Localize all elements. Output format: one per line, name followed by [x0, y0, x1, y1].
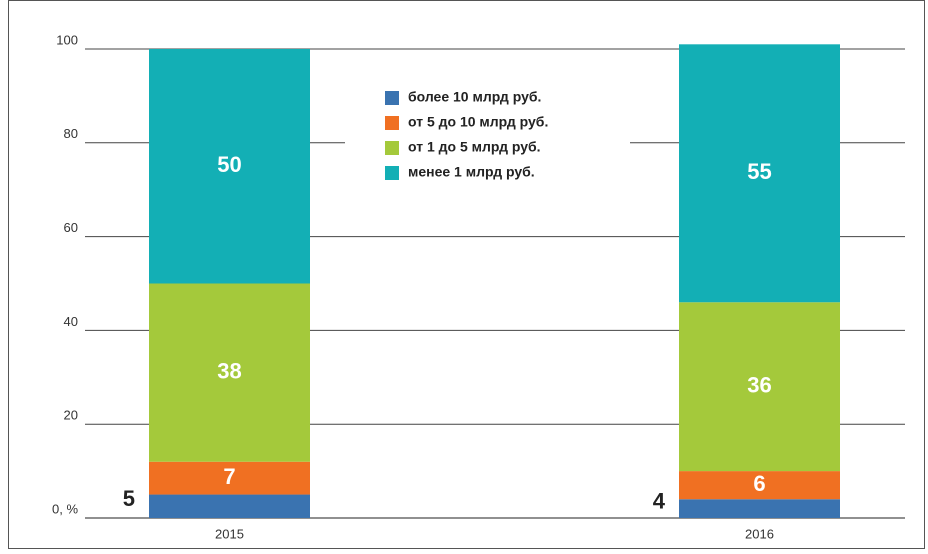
y-tick-label: 100 — [56, 32, 78, 47]
value-label: 7 — [223, 464, 235, 489]
x-tick-label: 2016 — [745, 526, 774, 541]
value-label: 38 — [217, 358, 241, 383]
legend-swatch — [385, 91, 399, 105]
legend-swatch — [385, 116, 399, 130]
legend: более 10 млрд руб. от 5 до 10 млрд руб. от… — [345, 82, 630, 190]
value-label: 50 — [217, 152, 241, 177]
bar-segment — [679, 44, 840, 303]
value-label: 4 — [653, 488, 666, 513]
bar-segment — [679, 499, 840, 518]
legend-label: от 5 до 10 млрд руб. — [408, 114, 548, 130]
bar-segment — [149, 494, 310, 518]
legend-label: от 1 до 5 млрд руб. — [408, 139, 541, 155]
value-label: 5 — [123, 486, 135, 511]
y-tick-label: 60 — [64, 220, 78, 235]
legend-swatch — [385, 166, 399, 180]
y-tick-label: 40 — [64, 314, 78, 329]
x-tick-label: 2015 — [215, 526, 244, 541]
legend-swatch — [385, 141, 399, 155]
value-label: 55 — [747, 159, 771, 184]
y-tick-label: 20 — [64, 408, 78, 423]
bar-segment — [149, 461, 310, 495]
bar-segment — [149, 49, 310, 284]
frame — [8, 0, 925, 549]
value-label: 36 — [747, 372, 771, 397]
legend-label: менее 1 млрд руб. — [408, 164, 535, 180]
y-tick-label: 0, % — [52, 501, 78, 516]
value-label: 6 — [753, 471, 765, 496]
bar-segment — [679, 302, 840, 472]
legend-label: более 10 млрд руб. — [408, 89, 541, 105]
bar-segment — [679, 471, 840, 500]
bar-segment — [149, 283, 310, 462]
y-tick-label: 80 — [64, 126, 78, 141]
